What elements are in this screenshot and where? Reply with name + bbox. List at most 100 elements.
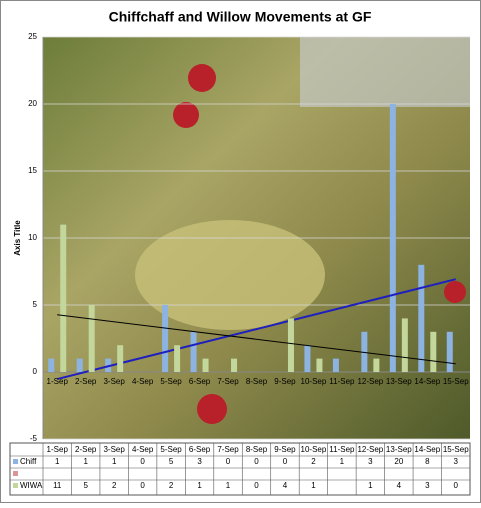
legend-key	[13, 483, 18, 488]
y-tick-label: 15	[28, 166, 37, 175]
table-cell: 1	[112, 457, 117, 466]
bar	[373, 358, 380, 372]
table-header: 14-Sep	[414, 445, 440, 454]
x-tick-label: 9-Sep	[274, 377, 296, 386]
table-cell: 0	[140, 481, 145, 490]
y-tick-label: -5	[30, 434, 38, 443]
bar	[76, 358, 83, 372]
berry	[188, 64, 216, 92]
y-tick-label: 25	[28, 32, 37, 41]
bird	[135, 220, 325, 330]
table-cell: 1	[311, 481, 316, 490]
y-tick-label: 0	[33, 367, 38, 376]
table-header: 6-Sep	[189, 445, 211, 454]
x-tick-label: 10-Sep	[301, 377, 327, 386]
table-cell: 2	[311, 457, 316, 466]
table-cell: 0	[140, 457, 145, 466]
x-tick-label: 5-Sep	[160, 377, 182, 386]
x-tick-label: 13-Sep	[386, 377, 412, 386]
table-cell: 1	[197, 481, 202, 490]
bar	[48, 358, 55, 372]
bar	[231, 358, 238, 372]
bar	[430, 331, 437, 372]
table-cell: 20	[394, 457, 403, 466]
table-header: 7-Sep	[217, 445, 239, 454]
legend-label: Chiff	[20, 457, 37, 466]
table-cell: 2	[169, 481, 174, 490]
bar	[332, 358, 339, 372]
table-cell: 8	[425, 457, 430, 466]
bar	[190, 331, 197, 372]
table-cell: 0	[254, 457, 259, 466]
x-tick-label: 15-Sep	[443, 377, 469, 386]
table-cell: 1	[340, 457, 345, 466]
table-header: 5-Sep	[160, 445, 182, 454]
bar	[446, 331, 453, 372]
table-header: 9-Sep	[274, 445, 296, 454]
table-header: 13-Sep	[386, 445, 412, 454]
table-header: 10-Sep	[301, 445, 327, 454]
sky	[300, 37, 470, 107]
trendline	[57, 314, 456, 365]
table-cell: 3	[454, 457, 459, 466]
table-cell: 0	[254, 481, 259, 490]
x-tick-label: 7-Sep	[217, 377, 239, 386]
table-header: 3-Sep	[103, 445, 125, 454]
table-header: 1-Sep	[47, 445, 69, 454]
x-tick-label: 3-Sep	[103, 377, 125, 386]
x-tick-label: 6-Sep	[189, 377, 211, 386]
berry	[173, 102, 199, 128]
berry	[444, 281, 466, 303]
berry	[197, 394, 227, 424]
x-tick-label: 8-Sep	[246, 377, 268, 386]
table-header: 2-Sep	[75, 445, 97, 454]
table-cell: 5	[169, 457, 174, 466]
legend-key	[13, 459, 18, 464]
trendline	[56, 278, 457, 381]
x-tick-label: 1-Sep	[47, 377, 69, 386]
bar	[287, 318, 294, 372]
data-table	[9, 442, 471, 496]
table-cell: 0	[226, 457, 231, 466]
y-tick-label: 20	[28, 99, 37, 108]
x-tick-label: 2-Sep	[75, 377, 97, 386]
bar	[117, 345, 124, 372]
x-tick-label: 11-Sep	[329, 377, 355, 386]
bar	[202, 358, 209, 372]
bar	[162, 305, 169, 372]
table-header: 15-Sep	[443, 445, 469, 454]
table-cell: 3	[368, 457, 373, 466]
table-header: 12-Sep	[357, 445, 383, 454]
x-tick-label: 14-Sep	[414, 377, 440, 386]
table-cell: 5	[83, 481, 88, 490]
bar	[60, 224, 67, 372]
table-header: 8-Sep	[246, 445, 268, 454]
bar	[316, 358, 323, 372]
bar	[418, 264, 425, 372]
table-cell: 1	[368, 481, 373, 490]
table-header: 4-Sep	[132, 445, 154, 454]
table-cell: 0	[454, 481, 459, 490]
table-cell: 3	[197, 457, 202, 466]
x-tick-label: 12-Sep	[357, 377, 383, 386]
y-axis-title: Axis Title	[13, 220, 22, 256]
bar	[401, 318, 408, 372]
chart-title: Chiffchaff and Willow Movements at GF	[109, 9, 372, 25]
legend-key	[13, 471, 18, 476]
table-cell: 4	[397, 481, 402, 490]
table-cell: 1	[55, 457, 60, 466]
y-tick-label: 10	[28, 233, 37, 242]
y-tick-label: 5	[33, 300, 38, 309]
bar	[389, 104, 396, 372]
table-cell: 1	[83, 457, 88, 466]
bar	[361, 331, 368, 372]
bar	[88, 305, 95, 372]
bar	[304, 345, 311, 372]
table-cell: 1	[226, 481, 231, 490]
table-cell: 3	[425, 481, 430, 490]
table-cell: 11	[53, 481, 62, 490]
table-border	[9, 442, 471, 496]
table-cell: 2	[112, 481, 117, 490]
legend-label: WIWA	[20, 481, 43, 490]
